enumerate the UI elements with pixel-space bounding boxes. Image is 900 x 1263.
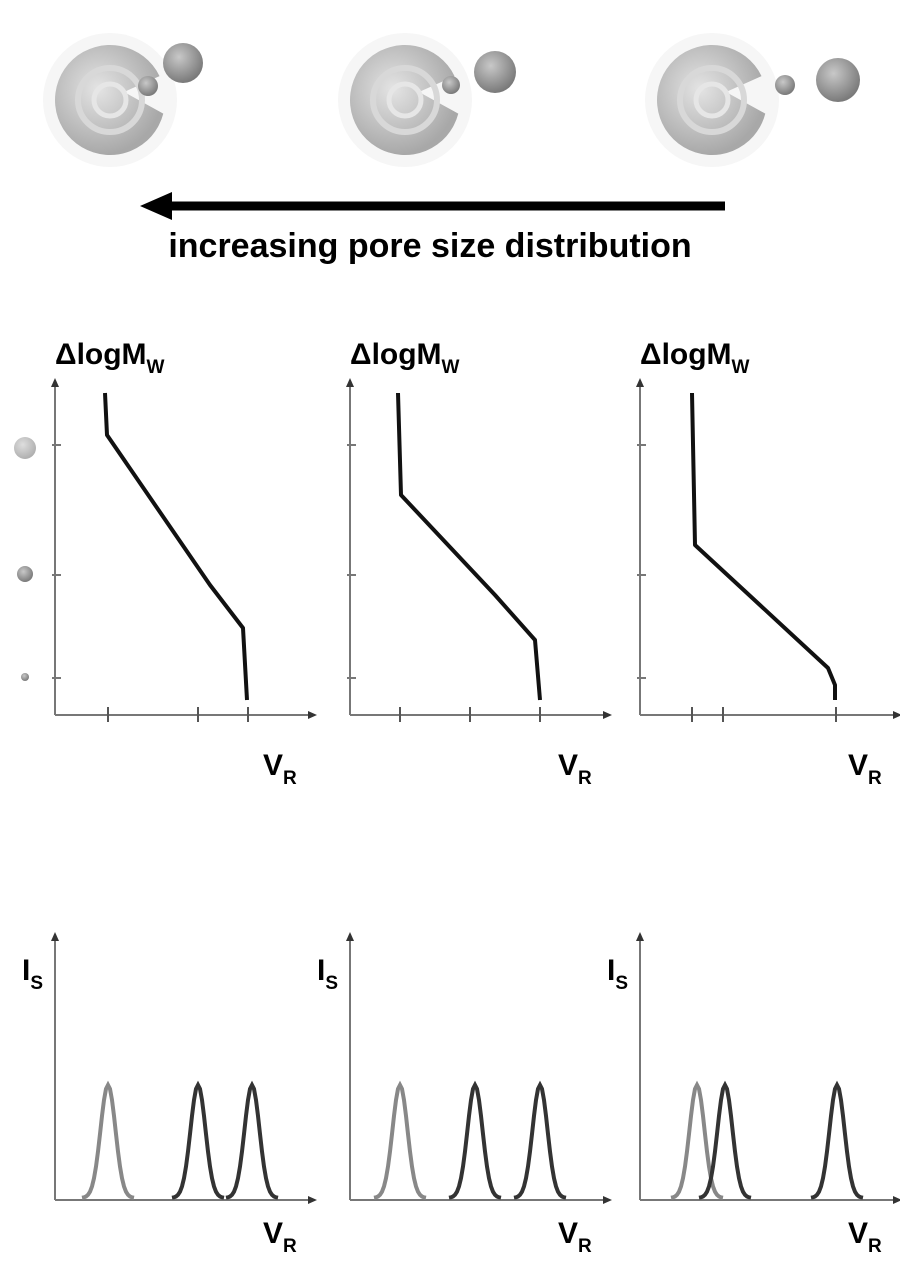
label-text: I: [317, 954, 325, 987]
x-axis-arrow: [893, 1196, 900, 1204]
solute-large: [816, 58, 860, 102]
label-text: V: [263, 749, 283, 782]
size-marker: [17, 566, 33, 582]
peak: [225, 1080, 279, 1200]
size-marker: [14, 437, 36, 459]
peak: [448, 1080, 502, 1200]
label-text: ΔlogM: [55, 338, 147, 371]
x-axis-label: VR: [558, 749, 592, 789]
label-text: V: [848, 1217, 868, 1250]
bead-ring: [693, 81, 731, 119]
label-subscript: W: [442, 357, 460, 378]
label-subscript: R: [578, 768, 592, 789]
y-axis-label: ΔlogMW: [640, 338, 750, 378]
label-text: I: [607, 954, 615, 987]
solute-small: [138, 76, 158, 96]
label-subscript: S: [615, 973, 628, 994]
label-subscript: S: [30, 973, 43, 994]
x-axis-arrow: [308, 711, 317, 719]
calibration-curve: [396, 392, 542, 701]
porous-bead: [54, 44, 164, 155]
solute-small: [775, 75, 795, 95]
peak: [698, 1080, 752, 1200]
x-axis-label: VR: [558, 1217, 592, 1257]
caption: increasing pore size distribution: [168, 227, 691, 265]
label-subscript: W: [147, 357, 165, 378]
peak: [670, 1080, 724, 1200]
bead-ring: [75, 65, 145, 135]
solute-small: [442, 76, 460, 94]
x-axis-arrow: [308, 1196, 317, 1204]
label-text: ΔlogM: [350, 338, 442, 371]
label-text: V: [263, 1217, 283, 1250]
label-text: ΔlogM: [640, 338, 732, 371]
x-axis-label: VR: [263, 1217, 297, 1257]
calibration-curve: [690, 392, 837, 700]
y-axis-label: IS: [317, 954, 338, 994]
peak: [513, 1080, 567, 1200]
y-axis-label: ΔlogMW: [55, 338, 165, 378]
x-axis-label: VR: [263, 749, 297, 789]
peak: [810, 1080, 864, 1200]
label-subscript: R: [868, 1236, 882, 1257]
size-marker: [21, 673, 29, 681]
label-subscript: R: [283, 1236, 297, 1257]
label-text: V: [848, 749, 868, 782]
x-axis-label: VR: [848, 1217, 882, 1257]
peak: [81, 1080, 135, 1200]
x-axis-label: VR: [848, 749, 882, 789]
bead-ring: [91, 81, 129, 119]
peak: [171, 1080, 225, 1200]
porous-bead: [656, 44, 766, 155]
label-text: V: [558, 749, 578, 782]
y-axis-arrow: [346, 932, 354, 941]
label-text: I: [22, 954, 30, 987]
porous-bead: [350, 45, 459, 156]
x-axis-arrow: [603, 1196, 612, 1204]
x-axis-arrow: [893, 711, 900, 719]
calibration-curve: [103, 392, 249, 701]
y-axis-arrow: [636, 932, 644, 941]
bead-ring: [677, 65, 747, 135]
label-subscript: S: [325, 973, 338, 994]
peak: [373, 1080, 427, 1200]
label-subscript: R: [868, 768, 882, 789]
solute-large: [474, 51, 516, 93]
bead-ring: [386, 81, 424, 119]
label-subscript: W: [732, 357, 750, 378]
solute-large: [163, 43, 203, 83]
y-axis-arrow: [346, 378, 354, 387]
label-text: V: [558, 1217, 578, 1250]
y-axis-arrow: [51, 378, 59, 387]
arrow-head: [140, 192, 172, 220]
x-axis-arrow: [603, 711, 612, 719]
y-axis-label: IS: [22, 954, 43, 994]
y-axis-arrow: [636, 378, 644, 387]
y-axis-label: ΔlogMW: [350, 338, 460, 378]
y-axis-arrow: [51, 932, 59, 941]
label-subscript: R: [283, 768, 297, 789]
label-subscript: R: [578, 1236, 592, 1257]
y-axis-label: IS: [607, 954, 628, 994]
bead-ring: [370, 65, 440, 135]
